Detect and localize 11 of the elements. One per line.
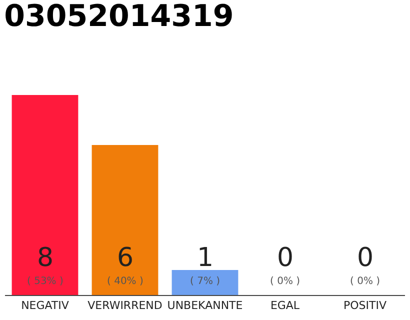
data-label: 1 ( 7% ) [190, 243, 220, 287]
x-tick-label: NEGATIV [21, 299, 70, 312]
data-label: 8 ( 53% ) [27, 243, 64, 287]
data-label: 0 ( 0% ) [350, 243, 380, 287]
data-label: 0 ( 0% ) [270, 243, 300, 287]
x-tick-label: EGAL [270, 299, 300, 312]
data-label: 6 ( 40% ) [107, 243, 144, 287]
x-tick-label: VERWIRREND [88, 299, 162, 312]
chart-title: 03052014319 [4, 0, 234, 34]
x-tick-label: UNBEKANNTE [167, 299, 243, 312]
x-tick-label: POSITIV [343, 299, 387, 312]
